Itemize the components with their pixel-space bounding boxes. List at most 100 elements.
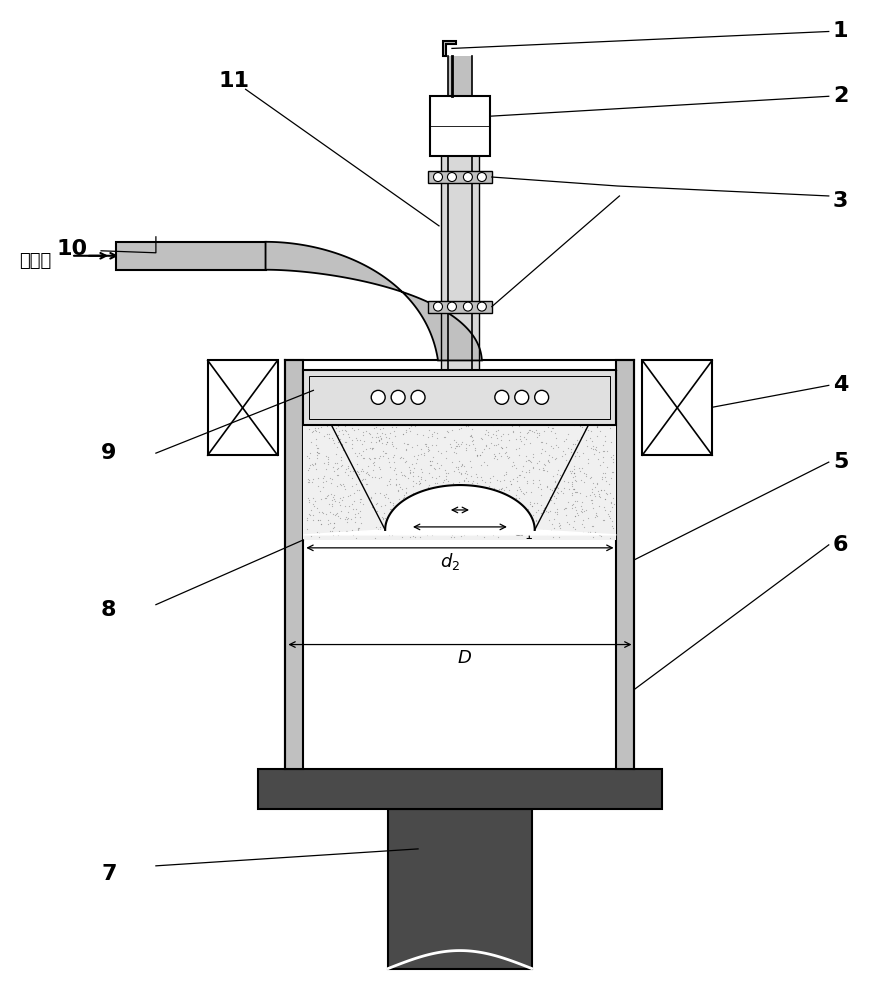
Point (310, 392, 324, 408)
Point (393, 401, 407, 417)
Point (398, 468, 412, 484)
Point (321, 516, 335, 532)
Point (456, 510, 470, 526)
Point (332, 476, 346, 492)
Point (478, 367, 492, 383)
Point (317, 389, 332, 405)
Point (398, 453, 412, 469)
Point (449, 405, 463, 421)
Point (473, 399, 487, 415)
Point (348, 415, 362, 431)
Point (525, 460, 539, 476)
Point (360, 476, 374, 492)
Point (308, 420, 322, 436)
Point (494, 439, 508, 455)
Point (547, 474, 561, 490)
Point (368, 496, 382, 512)
Point (597, 502, 611, 518)
Point (597, 491, 611, 507)
Point (421, 480, 435, 496)
Point (488, 423, 503, 439)
Point (403, 403, 417, 419)
Point (487, 446, 501, 462)
Point (566, 481, 580, 497)
Point (365, 429, 379, 445)
Point (430, 430, 444, 446)
Point (413, 475, 427, 491)
Bar (303, 360, 616, 769)
Point (481, 413, 495, 429)
Point (398, 442, 412, 458)
Point (418, 438, 432, 454)
Point (347, 445, 361, 461)
Point (578, 385, 592, 401)
Point (370, 495, 384, 511)
Point (589, 376, 603, 392)
Point (320, 409, 334, 425)
Point (474, 431, 488, 447)
Point (405, 390, 419, 406)
Point (385, 527, 399, 543)
Point (381, 450, 395, 466)
Point (358, 423, 372, 439)
Point (338, 415, 352, 431)
Point (438, 479, 452, 495)
Point (306, 386, 320, 402)
Point (586, 446, 600, 462)
Point (605, 520, 619, 536)
Point (423, 453, 437, 469)
Point (423, 453, 437, 469)
Point (446, 432, 460, 448)
Point (381, 527, 396, 543)
Point (353, 447, 367, 463)
Point (507, 399, 521, 415)
Point (469, 478, 483, 494)
Point (536, 456, 550, 472)
Point (342, 402, 356, 418)
Point (607, 496, 621, 512)
Point (584, 492, 598, 508)
Point (595, 397, 610, 413)
Point (312, 512, 326, 528)
Point (327, 491, 341, 507)
Point (310, 378, 324, 394)
Point (430, 455, 444, 471)
Point (495, 365, 509, 381)
Point (318, 414, 332, 430)
Point (444, 505, 458, 521)
Point (419, 487, 433, 503)
Point (530, 455, 544, 471)
Circle shape (371, 390, 385, 404)
Point (548, 394, 562, 410)
Point (518, 484, 532, 500)
Point (438, 443, 453, 459)
Point (538, 435, 553, 451)
Point (502, 378, 516, 394)
Point (330, 467, 344, 483)
Point (602, 392, 617, 408)
Point (501, 524, 515, 540)
Point (469, 402, 483, 418)
Point (491, 522, 505, 538)
Bar (428, 171, 491, 183)
Point (584, 518, 598, 534)
Point (453, 465, 467, 481)
Point (327, 435, 341, 451)
Point (324, 405, 338, 421)
Point (387, 387, 401, 403)
Point (393, 410, 407, 426)
Point (398, 441, 412, 457)
Point (306, 395, 320, 411)
Text: 6: 6 (831, 535, 847, 555)
Point (374, 425, 389, 441)
Point (317, 490, 332, 506)
Point (496, 510, 510, 526)
Point (386, 497, 400, 513)
Point (465, 429, 479, 445)
Point (569, 502, 583, 518)
Point (551, 384, 565, 400)
Point (467, 486, 481, 502)
Point (448, 494, 462, 510)
Point (341, 372, 355, 388)
Point (578, 432, 592, 448)
